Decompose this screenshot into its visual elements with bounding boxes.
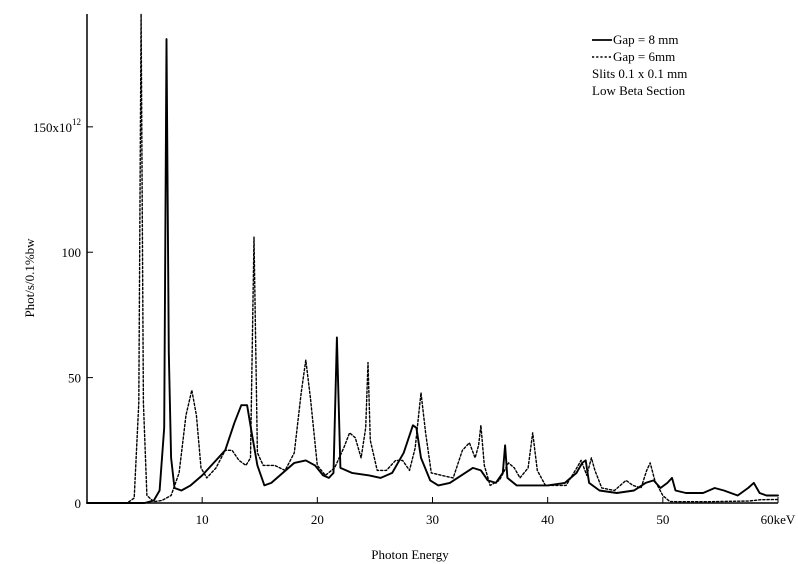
x-axis-title: Photon Energy xyxy=(371,547,449,562)
y-tick-label: 100 xyxy=(62,245,82,260)
ticks: 10 20 30 40 50 60keV 0 50 100 150x1012 xyxy=(33,117,796,527)
legend-label: Gap = 8 mm xyxy=(613,32,678,47)
x-tick-label: 40 xyxy=(541,512,554,527)
series-line-gap-6mm xyxy=(86,13,779,504)
series-line-gap-8mm xyxy=(86,38,779,504)
x-tick-label: 60keV xyxy=(761,512,796,527)
series-layer xyxy=(86,13,779,504)
y-tick-label-exponent: 12 xyxy=(72,117,81,127)
y-axis-title: Phot/s/0.1%bw xyxy=(22,238,37,318)
x-tick-label: 20 xyxy=(311,512,324,527)
legend-label: Gap = 6mm xyxy=(613,49,675,64)
y-tick-label-base: 150x10 xyxy=(33,120,72,135)
x-tick-label: 30 xyxy=(426,512,439,527)
axis-titles: Photon Energy Phot/s/0.1%bw xyxy=(22,238,449,562)
y-tick-label: 150x1012 xyxy=(33,117,81,135)
y-tick-label: 50 xyxy=(68,371,81,386)
x-tick-label: 10 xyxy=(196,512,209,527)
y-tick-label: 0 xyxy=(75,496,82,511)
legend: Gap = 8 mm Gap = 6mm Slits 0.1 x 0.1 mm Low… xyxy=(592,32,687,98)
x-tick-label: 50 xyxy=(656,512,669,527)
legend-note: Low Beta Section xyxy=(592,83,686,98)
legend-note: Slits 0.1 x 0.1 mm xyxy=(592,66,687,81)
